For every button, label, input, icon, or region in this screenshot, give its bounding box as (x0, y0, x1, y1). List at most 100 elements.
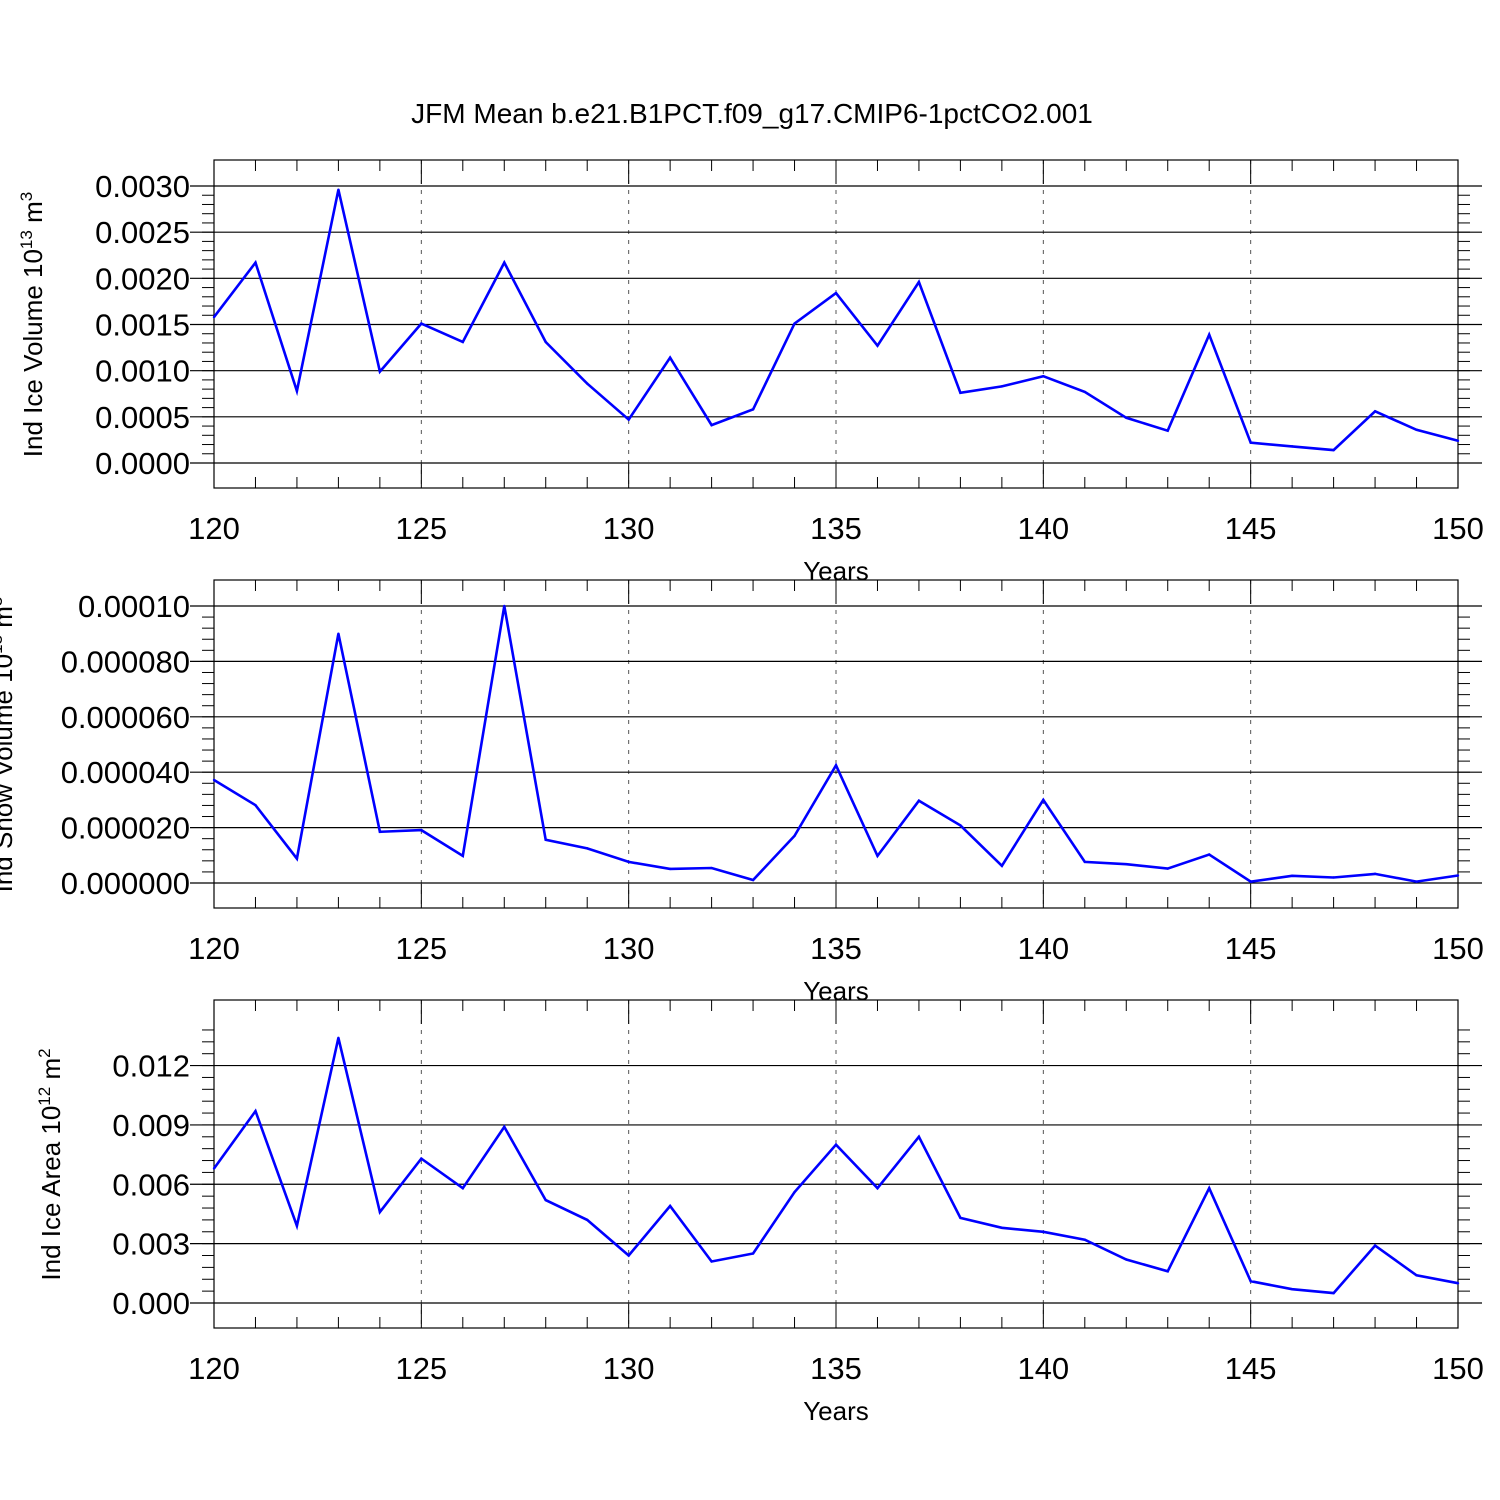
y-axis-label-unit-exponent: 3 (0, 597, 6, 606)
data-point (627, 418, 630, 421)
data-point (295, 857, 299, 860)
x-tick-label: 150 (1432, 931, 1484, 966)
panel-1: 0.0000 0.0005 0.0010 0.0015 0.0020 0.0025 0.00… (17, 159, 1484, 586)
data-point (1249, 1280, 1252, 1283)
data-point (876, 854, 879, 858)
y-tick-label: 0.012 (112, 1049, 190, 1084)
y-axis-label-unit-exponent: 3 (17, 192, 36, 201)
y-tick-label: 0.0010 (95, 354, 190, 389)
data-point (793, 322, 796, 325)
panel-2: 0.000000 0.000020 0.000040 0.000060 0.000080… (0, 579, 1484, 1006)
data-point (1208, 853, 1211, 856)
data-point (917, 1135, 921, 1139)
data-point (1000, 385, 1004, 388)
data-point (1415, 1274, 1418, 1277)
x-tick-label: 130 (603, 511, 655, 546)
data-point (420, 322, 423, 325)
data-point (1373, 1244, 1377, 1247)
data-point (461, 1187, 464, 1190)
data-point (586, 1218, 589, 1222)
data-point (461, 340, 464, 344)
data-point (1208, 333, 1211, 336)
x-tick-label: 150 (1432, 511, 1484, 546)
data-point (254, 261, 257, 264)
data-point (1249, 441, 1252, 444)
x-tick-label: 135 (810, 511, 862, 546)
data-point (834, 1143, 838, 1146)
data-point (212, 778, 216, 782)
data-point (834, 764, 838, 767)
data-point (1415, 428, 1418, 431)
x-tick-label: 130 (603, 931, 655, 966)
data-point (337, 632, 340, 635)
data-point (627, 860, 630, 864)
figure-title: JFM Mean b.e21.B1PCT.f09_g17.CMIP6-1pctC… (411, 98, 1093, 129)
data-point (254, 803, 257, 807)
data-point (917, 280, 921, 284)
data-point (668, 356, 672, 359)
data-point (254, 1109, 257, 1113)
data-point (668, 867, 672, 871)
y-tick-label: 0.0025 (95, 215, 190, 250)
x-tick-label: 145 (1225, 511, 1277, 546)
data-point (959, 1216, 962, 1220)
data-point (876, 344, 879, 347)
data-point (793, 834, 796, 838)
y-tick-label: 0.0005 (95, 400, 190, 435)
data-point (420, 828, 423, 832)
data-point (1125, 862, 1128, 866)
data-point (1332, 1291, 1335, 1295)
y-tick-label: 0.000020 (61, 811, 190, 846)
data-point (420, 1157, 423, 1160)
data-point (1415, 880, 1418, 883)
data-point (503, 604, 506, 608)
y-axis-label-unit: m (18, 201, 48, 230)
data-point (544, 838, 547, 841)
x-axis-label: Years (803, 1396, 869, 1426)
data-point (1290, 874, 1294, 877)
x-tick-label: 125 (395, 511, 447, 546)
y-tick-label: 0.003 (112, 1227, 190, 1262)
data-point (959, 391, 962, 395)
y-tick-label: 0.0015 (95, 308, 190, 343)
x-tick-label: 135 (810, 931, 862, 966)
data-point (1290, 1287, 1294, 1291)
y-axis-label-exponent: 12 (35, 1087, 54, 1106)
panel-3: 0.000 0.003 0.006 0.009 0.012 120 125 130 135 140… (35, 999, 1484, 1426)
y-tick-label: 0.0030 (95, 169, 190, 204)
y-tick-label: 0.00010 (78, 589, 190, 624)
data-point (1042, 1230, 1045, 1233)
y-axis-label-unit: m (36, 1058, 66, 1087)
y-tick-label: 0.009 (112, 1108, 190, 1143)
x-tick-label: 120 (188, 931, 240, 966)
y-axis-label-unit: m (0, 606, 18, 635)
y-tick-label: 0.006 (112, 1167, 190, 1202)
x-tick-label: 140 (1017, 931, 1069, 966)
y-tick-label: 0.000 (112, 1286, 190, 1321)
data-point (834, 291, 838, 295)
data-point (544, 1198, 547, 1202)
data-point (1332, 448, 1335, 452)
data-point (668, 1204, 672, 1208)
data-point (751, 1252, 755, 1255)
data-point (1083, 860, 1087, 864)
data-point (378, 370, 382, 373)
y-axis-label-exponent: 13 (0, 635, 6, 654)
y-tick-label: 0.0000 (95, 446, 190, 481)
y-tick-label: 0.0020 (95, 261, 190, 296)
x-tick-label: 125 (395, 931, 447, 966)
data-point (1125, 1258, 1128, 1261)
data-point (212, 1167, 216, 1170)
data-point (337, 188, 340, 191)
data-point (1332, 876, 1335, 879)
data-point (1000, 864, 1004, 868)
y-tick-label: 0.000060 (61, 700, 190, 735)
data-point (917, 799, 921, 802)
x-tick-label: 125 (395, 1351, 447, 1386)
data-point (1456, 1282, 1460, 1285)
data-point (586, 847, 589, 850)
data-point (1456, 874, 1460, 877)
data-point (1083, 1238, 1087, 1241)
data-point (295, 1224, 299, 1228)
